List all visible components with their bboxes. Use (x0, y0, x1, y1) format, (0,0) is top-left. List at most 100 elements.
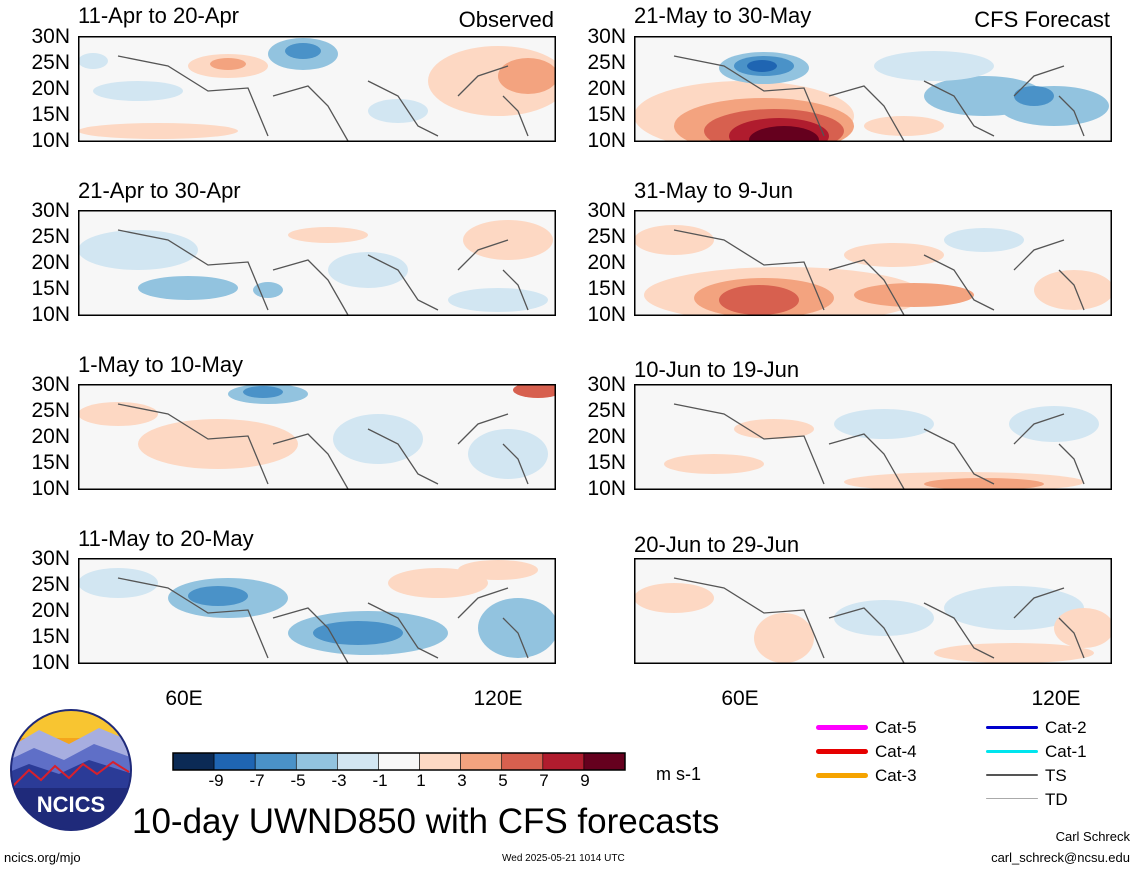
colorbar-label: 3 (457, 771, 467, 790)
lat-label: 20N (31, 77, 70, 100)
colorbar-label: 5 (498, 771, 508, 790)
colorbar-label: -7 (249, 771, 265, 790)
legend-line-cat4 (816, 749, 868, 754)
lat-label: 10N (31, 651, 70, 674)
lat-label: 25N (31, 51, 70, 74)
lat-label: 30N (587, 373, 626, 396)
legend-label-cat1: Cat-1 (1045, 742, 1087, 761)
lat-label: 30N (31, 547, 70, 570)
lat-label: 20N (31, 425, 70, 448)
panel-title-2: 21-Apr to 30-Apr (78, 178, 241, 203)
lat-label: 30N (587, 199, 626, 222)
legend-label-ts: TS (1045, 766, 1067, 785)
colorbar-label: -9 (208, 771, 224, 790)
ncics-logo: NCICS (10, 709, 132, 831)
lat-label: 10N (31, 129, 70, 152)
lon-label: 60E (721, 687, 759, 710)
legend-line-td (986, 798, 1038, 799)
lat-label: 20N (587, 251, 626, 274)
colorbar-label: -5 (290, 771, 306, 790)
footer-timestamp: Wed 2025-05-21 1014 UTC (502, 853, 625, 864)
lat-label: 10N (31, 303, 70, 326)
legend-line-cat3 (816, 773, 868, 778)
colorbar-units: m s-1 (656, 764, 701, 784)
lat-label: 30N (31, 373, 70, 396)
map-panel-1 (78, 36, 556, 142)
lat-label: 15N (587, 103, 626, 126)
lat-label: 25N (587, 51, 626, 74)
colorbar-swatch (501, 752, 544, 771)
map-panel-5 (634, 36, 1112, 142)
panel-tag-observed: Observed (458, 7, 554, 32)
colorbar-swatch (583, 752, 626, 771)
lat-label: 25N (31, 573, 70, 596)
lat-label: 15N (31, 103, 70, 126)
lat-label: 20N (587, 77, 626, 100)
legend-line-cat2 (986, 726, 1038, 729)
lat-label: 10N (587, 477, 626, 500)
lat-label: 15N (31, 451, 70, 474)
panel-title-3: 1-May to 10-May (78, 352, 244, 377)
lat-label: 25N (31, 399, 70, 422)
colorbar-swatch (172, 752, 215, 771)
colorbar-label: 7 (539, 771, 549, 790)
colorbar-label: -3 (331, 771, 347, 790)
colorbar-label: 9 (580, 771, 590, 790)
lat-label: 10N (31, 477, 70, 500)
logo-text: NCICS (37, 792, 105, 817)
legend-line-cat5 (816, 725, 868, 730)
map-panel-8 (634, 558, 1112, 664)
colorbar-swatch (419, 752, 461, 771)
footer-site: ncics.org/mjo (4, 850, 81, 865)
legend-line-cat1 (986, 750, 1038, 753)
legend-label-cat5: Cat-5 (875, 718, 917, 737)
lat-label: 30N (31, 25, 70, 48)
colorbar-swatch (213, 752, 256, 771)
legend-label-td: TD (1045, 790, 1068, 809)
colorbar-swatch (254, 752, 297, 771)
lat-label: 10N (587, 303, 626, 326)
legend-label-cat4: Cat-4 (875, 742, 917, 761)
colorbar-label: 1 (416, 771, 426, 790)
map-panel-6 (634, 210, 1112, 316)
panel-tag-forecast: CFS Forecast (974, 7, 1110, 32)
lon-label: 120E (473, 687, 523, 710)
footer-author: Carl Schreck (1055, 829, 1130, 844)
colorbar-label: -1 (372, 771, 388, 790)
lat-label: 25N (587, 399, 626, 422)
panel-title-4: 11-May to 20-May (78, 526, 254, 551)
lat-label: 20N (587, 425, 626, 448)
lat-label: 30N (587, 25, 626, 48)
colorbar (172, 752, 626, 771)
colorbar-swatch (378, 752, 420, 771)
panel-title-5: 21-May to 30-May (634, 3, 812, 28)
colorbar-swatch (542, 752, 585, 771)
legend-line-ts (986, 774, 1038, 776)
lat-label: 20N (31, 599, 70, 622)
panel-title-1: 11-Apr to 20-Apr (78, 3, 240, 28)
footer-email: carl_schreck@ncsu.edu (991, 850, 1130, 865)
map-panel-4 (78, 558, 556, 664)
colorbar-swatch (460, 752, 503, 771)
lat-label: 15N (587, 451, 626, 474)
lat-label: 30N (31, 199, 70, 222)
colorbar-swatch (337, 752, 379, 771)
lat-label: 15N (587, 277, 626, 300)
panel-title-6: 31-May to 9-Jun (634, 178, 793, 203)
lon-label: 60E (165, 687, 203, 710)
lon-label: 120E (1031, 687, 1081, 710)
panel-title-8: 20-Jun to 29-Jun (634, 532, 800, 557)
legend-label-cat2: Cat-2 (1045, 718, 1087, 737)
lat-label: 10N (587, 129, 626, 152)
lat-label: 25N (587, 225, 626, 248)
figure-title: 10-day UWND850 with CFS forecasts (132, 802, 720, 841)
lat-label: 25N (31, 225, 70, 248)
legend-label-cat3: Cat-3 (875, 766, 917, 785)
panel-title-7: 10-Jun to 19-Jun (634, 357, 800, 382)
lat-label: 15N (31, 625, 70, 648)
colorbar-swatch (295, 752, 338, 771)
map-panel-2 (78, 210, 556, 316)
map-panel-3 (78, 384, 556, 490)
lat-label: 20N (31, 251, 70, 274)
map-panel-7 (634, 384, 1112, 490)
